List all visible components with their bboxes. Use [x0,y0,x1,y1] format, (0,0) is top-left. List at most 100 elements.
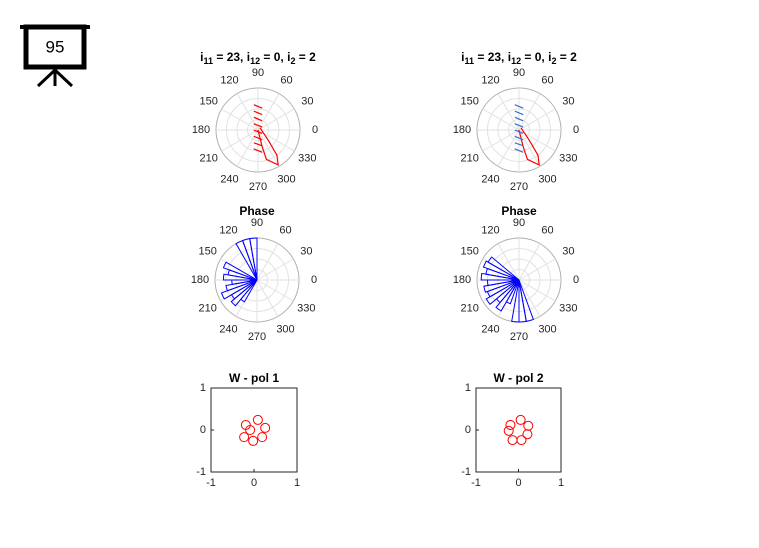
theta-tick-label: 0 [312,124,318,136]
polar-line [514,104,524,153]
theta-tick-label: 300 [277,173,295,185]
title-part: = 2 [295,50,316,64]
theta-grid-line [257,108,295,131]
theta-grid-line [482,108,520,131]
theta-grid-line [518,279,541,317]
theta-grid-line [518,279,556,302]
theta-tick-label: 90 [513,67,525,79]
x-tick-label: -1 [471,477,481,489]
theta-tick-label: 240 [219,323,237,335]
theta-tick-label: 150 [460,95,478,107]
theta-grid-line [256,243,279,281]
theta-tick-label: 60 [279,225,291,237]
theta-tick-label: 150 [460,245,478,257]
scatter-point [248,435,259,446]
theta-tick-label: 210 [460,302,478,314]
y-tick-label: -1 [461,466,471,478]
theta-tick-label: 240 [481,173,499,185]
icon-leg [36,68,57,88]
theta-tick-label: 30 [301,95,313,107]
theta-tick-label: 270 [249,181,267,193]
title-part: 2 [290,56,295,66]
theta-tick-label: 270 [510,331,528,343]
theta-tick-label: 330 [559,302,577,314]
theta-grid-line [518,243,541,281]
theta-tick-label: 300 [538,173,556,185]
theta-tick-label: 180 [191,274,209,286]
chart-title: Phase [501,204,537,218]
slide-number: 95 [46,37,65,56]
theta-tick-label: 150 [199,95,217,107]
histogram-wedge [222,273,258,281]
chart-title: W - pol 2 [494,371,544,385]
theta-grid-line [256,258,294,281]
polar-line [253,104,263,153]
histogram-wedge [220,279,258,300]
title-part: = 0, i [521,50,551,64]
theta-tick-label: 90 [251,217,263,229]
scatter-point [503,425,514,436]
theta-grid-line [518,108,556,131]
theta-tick-label: 150 [198,245,216,257]
histogram-wedge [235,239,258,281]
title-part: 2 [551,56,556,66]
x-tick-label: -1 [206,477,216,489]
histogram-wedge [240,279,258,303]
x-tick-label: 0 [251,477,257,489]
scatter-point [252,414,263,425]
title-part: = 0, i [260,50,290,64]
theta-tick-label: 120 [219,225,237,237]
theta-tick-label: 240 [481,323,499,335]
title-part: i [461,50,464,64]
theta-tick-label: 60 [541,75,553,87]
theta-tick-label: 120 [481,225,499,237]
scatter-point [523,420,534,431]
y-tick-label: 1 [465,382,471,394]
histogram-wedge [230,279,258,307]
theta-grid-line [482,129,520,152]
theta-tick-label: 330 [559,152,577,164]
title-part: 11 [465,56,475,66]
theta-tick-label: 120 [220,75,238,87]
theta-tick-label: 300 [276,323,294,335]
theta-tick-label: 240 [220,173,238,185]
chart-title: Phase [239,204,275,218]
theta-tick-label: 90 [252,67,264,79]
histogram-wedge [480,272,520,281]
y-tick-label: 0 [465,424,471,436]
theta-tick-label: 30 [562,95,574,107]
scatter-point [257,432,268,443]
theta-tick-label: 180 [192,124,210,136]
scatter-point [505,419,516,430]
theta-tick-label: 0 [573,274,579,286]
title-part: = 23, i [213,50,250,64]
theta-tick-label: 330 [297,302,315,314]
icon-leg [53,68,74,88]
theta-tick-label: 90 [513,217,525,229]
histogram-wedge [482,260,520,281]
histogram-wedge [485,279,520,306]
theta-tick-label: 270 [248,331,266,343]
theta-tick-label: 180 [453,274,471,286]
scatter-point [245,425,256,435]
theta-tick-label: 180 [453,124,471,136]
title-part: i [200,50,203,64]
histogram-wedge [222,261,258,281]
theta-grid-line [256,279,294,302]
theta-tick-label: 210 [460,152,478,164]
theta-tick-label: 210 [199,152,217,164]
theta-tick-label: 330 [298,152,316,164]
x-tick-label: 0 [515,477,521,489]
chart-title: i11 = 23, i12 = 0, i2 = 2 [200,50,316,66]
x-tick-label: 1 [294,477,300,489]
theta-grid-line [256,279,279,317]
theta-tick-label: 30 [300,245,312,257]
theta-tick-label: 210 [198,302,216,314]
theta-tick-label: 0 [311,274,317,286]
histogram-wedge [495,279,520,312]
chart-title: i11 = 23, i12 = 0, i2 = 2 [461,50,577,66]
theta-grid-line [257,93,280,131]
scatter-point [515,414,526,425]
